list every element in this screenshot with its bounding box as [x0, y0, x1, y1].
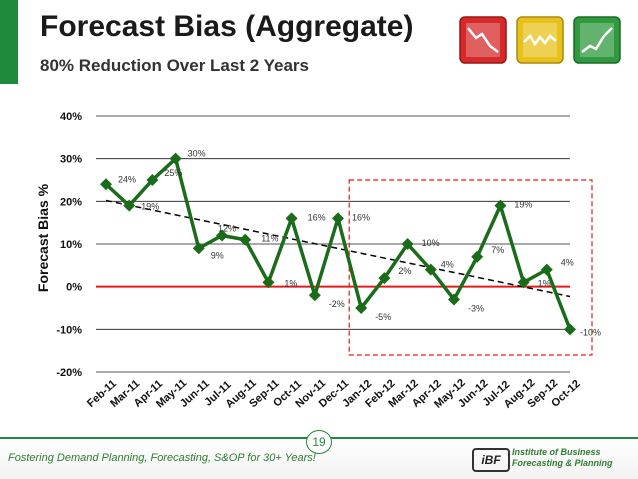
page-number: 19 [306, 430, 332, 454]
y-axis-ticks: -20% -10% 0% 10% 20% 30% 40% [56, 111, 82, 379]
data-markers [100, 152, 576, 336]
ibf-logo-line2: Forecasting & Planning [512, 458, 613, 468]
data-label: -3% [468, 303, 484, 313]
data-point [123, 199, 136, 212]
title-accent-bar [0, 0, 18, 84]
rising-chart-icon [573, 16, 621, 64]
data-point [169, 152, 182, 165]
x-axis-ticks: Feb-11Mar-11Apr-11May-11Jun-11Jul-11Aug-… [85, 377, 583, 411]
data-label: 25% [164, 168, 182, 178]
ibf-logo-line1: Institute of Business [512, 447, 601, 457]
data-point [262, 276, 275, 289]
data-label: 4% [561, 258, 574, 268]
data-label: 24% [118, 174, 136, 184]
ibf-logo-mark: iBF [472, 448, 510, 472]
data-label: -5% [375, 312, 391, 322]
data-point [564, 323, 576, 336]
y-tick-label: 40% [60, 111, 82, 123]
footer-tagline: Fostering Demand Planning, Forecasting, … [8, 452, 316, 464]
ibf-logo-text: Institute of Business Forecasting & Plan… [512, 447, 613, 469]
data-label: 10% [422, 238, 440, 248]
data-label: 19% [141, 202, 159, 212]
data-label: -2% [329, 299, 345, 309]
data-label: 16% [308, 212, 326, 222]
data-point [146, 174, 159, 186]
trend-line [105, 199, 571, 298]
y-tick-label: -10% [56, 324, 82, 336]
y-tick-label: 20% [60, 196, 82, 208]
data-point [308, 289, 321, 302]
data-point [378, 272, 391, 285]
y-tick-label: -20% [56, 367, 82, 379]
y-tick-label: 30% [60, 154, 82, 166]
data-label: 7% [491, 245, 504, 255]
data-label: 16% [352, 212, 370, 222]
data-label: 19% [514, 200, 532, 210]
data-point [332, 212, 344, 225]
data-point [100, 178, 112, 191]
data-label: 30% [188, 149, 206, 159]
data-point [540, 263, 553, 276]
data-point [471, 250, 484, 263]
data-point [494, 199, 507, 212]
data-label: 1% [538, 278, 551, 288]
data-label: 9% [211, 250, 224, 260]
declining-chart-icon [459, 16, 507, 64]
data-point [401, 238, 414, 250]
flat-chart-icon [516, 16, 564, 64]
y-tick-label: 10% [60, 239, 82, 251]
y-tick-label: 0% [66, 282, 82, 294]
data-point [424, 263, 437, 276]
data-label: -10% [580, 327, 601, 337]
data-point [517, 276, 530, 289]
slide-title: Forecast Bias (Aggregate) [40, 10, 414, 43]
data-label: 11% [261, 234, 278, 244]
data-point [239, 233, 252, 246]
data-point [285, 212, 298, 225]
data-label: 1% [284, 278, 297, 288]
data-label: 12% [218, 223, 236, 233]
y-axis-label: Forecast Bias % [35, 183, 51, 292]
header-icon-group [459, 16, 621, 64]
data-point [216, 229, 228, 242]
forecast-bias-chart: -20% -10% 0% 10% 20% 30% 40% Feb-11Mar-11Apr-1… [35, 111, 601, 411]
slide-subtitle: 80% Reduction Over Last 2 Years [40, 56, 309, 75]
data-label: 2% [398, 266, 411, 276]
data-labels: 24% 19% 25% 30% 9% 12% 11% 1% 16% -2% 16% -5% 2% 10% 4… [118, 149, 601, 338]
data-point [192, 242, 205, 255]
data-point [448, 293, 460, 306]
data-point [355, 302, 368, 314]
data-label: 4% [441, 260, 454, 270]
